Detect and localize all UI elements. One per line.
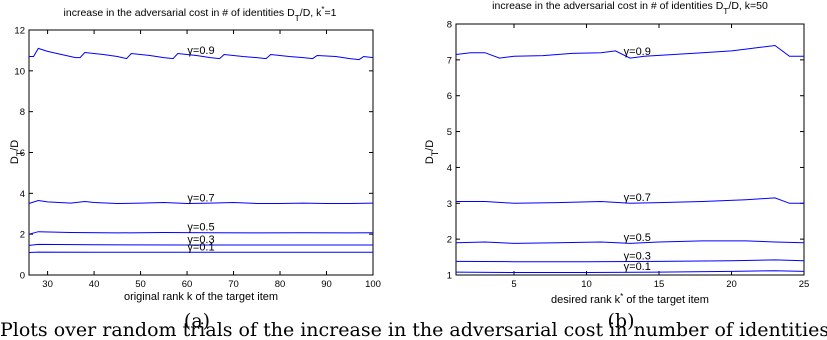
panel-label: (a) (184, 310, 210, 332)
y-tick-label: 0 (20, 271, 25, 282)
series-line-gamma-0.9 (455, 44, 804, 59)
y-tick-label: 8 (20, 107, 25, 118)
series-line-gamma-0.3 (455, 259, 805, 263)
y-tick-label: 2 (447, 235, 452, 246)
series-line-gamma-0.9 (29, 47, 374, 61)
y-axis-label: DT/D (9, 140, 25, 164)
panel-a: increase in the adversarial cost in # of… (9, 5, 381, 333)
y-tick-label: 1 (447, 271, 452, 282)
series-line-gamma-0.5 (28, 231, 374, 235)
series-label-gamma-0.9: γ=0.9 (187, 45, 214, 57)
chart-title: increase in the adversarial cost in # of… (64, 5, 337, 24)
y-tick-label: 3 (447, 199, 452, 210)
series-label-gamma-0.7: γ=0.7 (187, 192, 214, 204)
series-label-gamma-0.5: γ=0.5 (624, 232, 651, 244)
panel-label: (b) (608, 310, 635, 332)
x-tick-label: 5 (511, 279, 516, 290)
series-label-gamma-0.1: γ=0.1 (187, 241, 214, 253)
y-tick-label: 6 (20, 148, 25, 159)
y-tick-label: 2 (20, 230, 25, 241)
series-label-gamma-0.3: γ=0.3 (624, 250, 651, 262)
y-tick-label: 6 (447, 91, 452, 102)
x-tick-label: 20 (726, 279, 737, 290)
series-line-gamma-0.7 (28, 199, 374, 205)
x-tick-label: 60 (182, 279, 193, 290)
y-tick-label: 4 (20, 189, 25, 200)
x-tick-label: 25 (799, 279, 810, 290)
plot-frame (455, 23, 805, 276)
series-line-gamma-0.5 (455, 240, 805, 244)
series-label-gamma-0.5: γ=0.5 (187, 222, 214, 234)
series-label-gamma-0.7: γ=0.7 (624, 192, 651, 204)
y-tick-label: 5 (447, 127, 452, 138)
y-tick-label: 7 (447, 55, 452, 66)
y-tick-label: 8 (447, 20, 452, 31)
x-tick-label: 30 (42, 279, 53, 290)
x-tick-label: 70 (228, 279, 239, 290)
series-line-gamma-0.7 (456, 197, 804, 204)
series-label-gamma-0.1: γ=0.1 (624, 261, 651, 273)
x-tick-label: 15 (654, 279, 665, 290)
x-tick-label: 90 (321, 279, 332, 290)
x-axis-label: original rank k of the target item (124, 291, 278, 303)
x-tick-label: 10 (581, 279, 592, 290)
series-line-gamma-0.3 (28, 243, 373, 246)
x-tick-label: 80 (275, 279, 286, 290)
series-label-gamma-0.9: γ=0.9 (624, 46, 651, 58)
y-axis-label: DT/D (424, 140, 440, 164)
series-line-gamma-0.1 (455, 270, 805, 273)
series-label-gamma-0.3: γ=0.3 (187, 234, 214, 246)
x-tick-label: 50 (135, 279, 146, 290)
y-tick-label: 10 (14, 66, 25, 77)
y-tick-label: 4 (447, 163, 452, 174)
panel-b: increase in the adversarial cost in # of… (424, 0, 809, 332)
x-tick-label: 100 (365, 279, 381, 290)
chart-title: increase in the adversarial cost in # of… (492, 0, 768, 16)
caption-fragment: Plots over random trials of the increase… (0, 320, 827, 340)
x-axis-label: desired rank k* of the target item (551, 292, 709, 307)
y-tick-label: 12 (14, 26, 25, 37)
x-tick-label: 40 (89, 279, 100, 290)
